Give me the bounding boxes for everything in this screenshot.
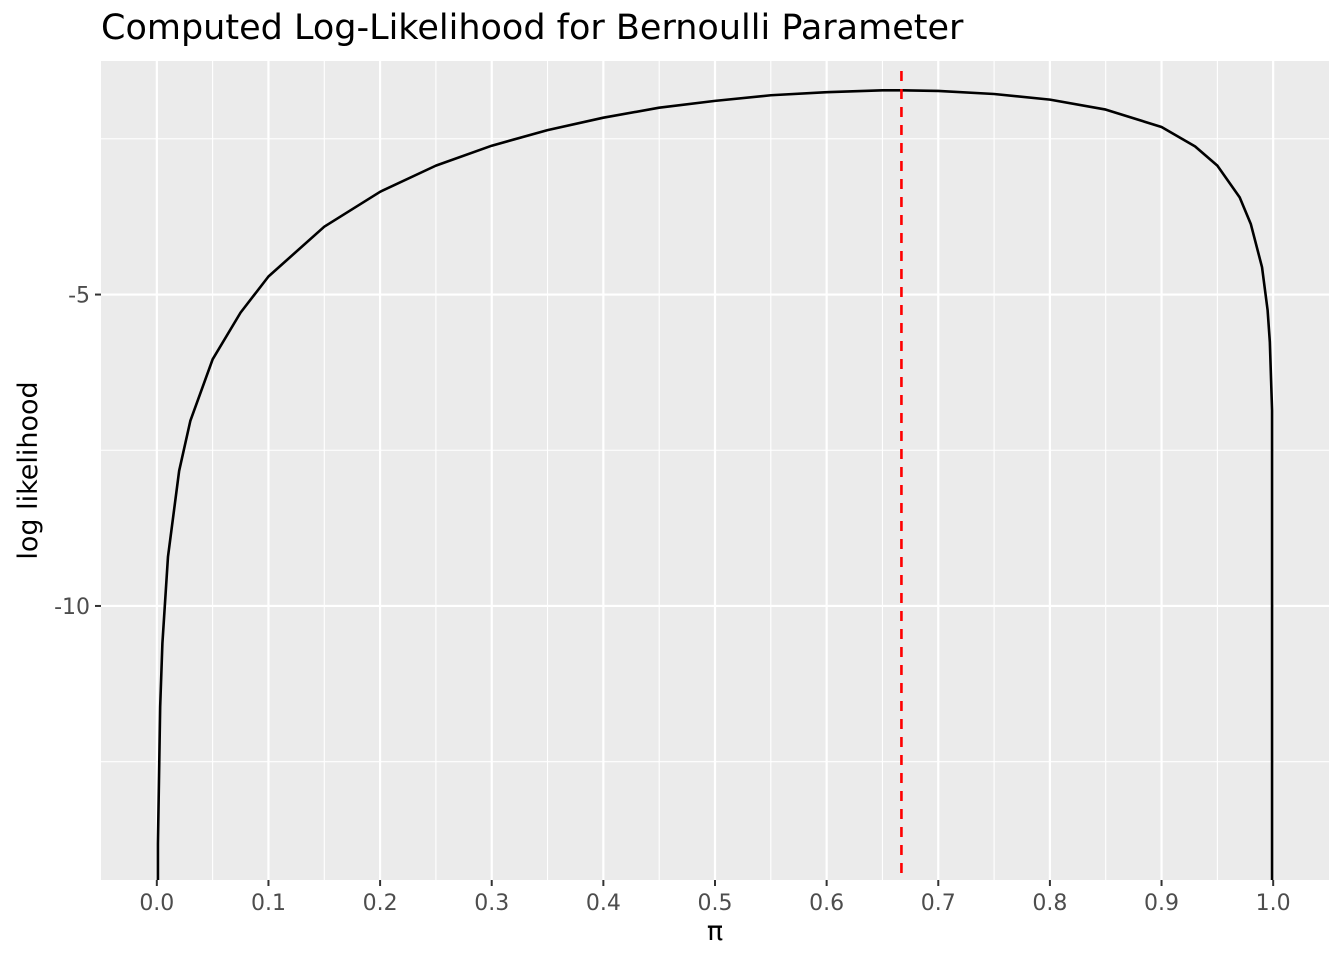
y-tick-label: -5: [68, 284, 90, 309]
x-tick-label: 0.2: [363, 891, 398, 916]
x-tick-label: 0.5: [698, 891, 733, 916]
y-tick-label: -10: [54, 595, 90, 620]
y-axis-title: log likelihood: [13, 381, 44, 559]
x-tick-label: 0.1: [251, 891, 286, 916]
x-tick-label: 0.0: [139, 891, 174, 916]
x-tick-label: 0.4: [586, 891, 621, 916]
x-tick-label: 1.0: [1256, 891, 1291, 916]
x-tick-label: 0.6: [809, 891, 844, 916]
chart-title: Computed Log-Likelihood for Bernoulli Pa…: [101, 8, 964, 48]
x-tick-label: 0.9: [1144, 891, 1179, 916]
x-tick-label: 0.7: [921, 891, 956, 916]
log-likelihood-line: [156, 88, 1274, 880]
x-tick-label: 0.3: [474, 891, 509, 916]
x-tick-label: 0.8: [1032, 891, 1067, 916]
x-axis-title: π: [707, 916, 723, 947]
